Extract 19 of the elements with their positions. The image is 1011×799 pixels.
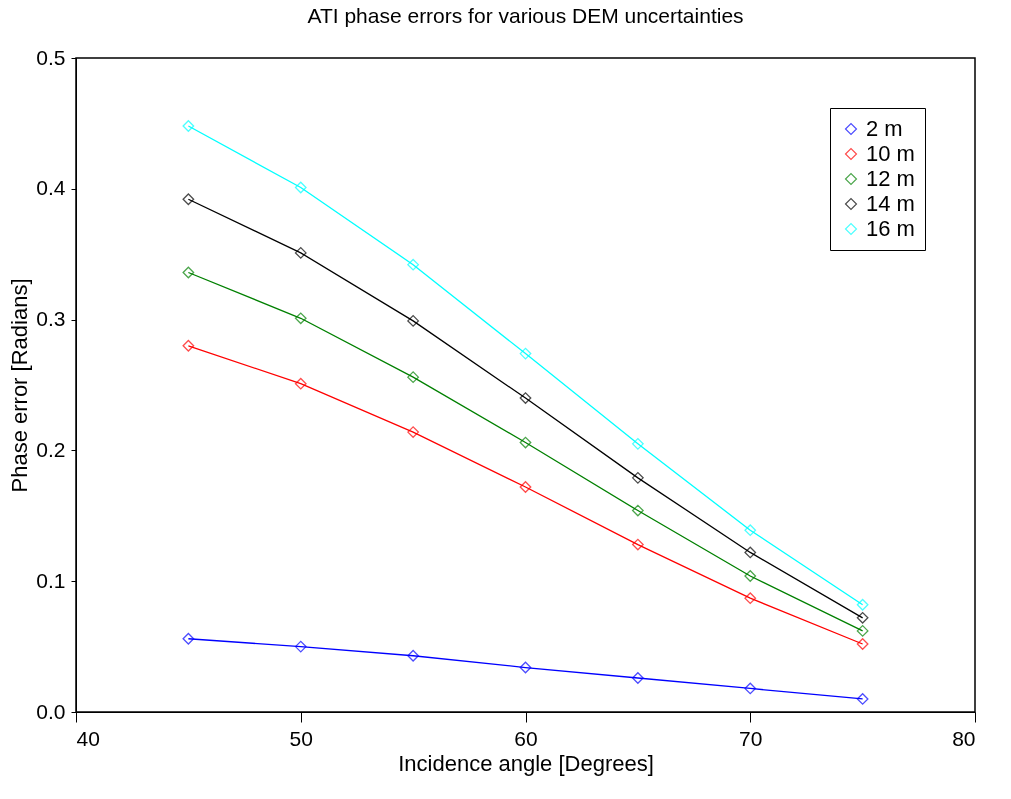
legend-label: 12 m [866, 166, 915, 191]
y-tick-label: 0.2 [36, 437, 66, 461]
x-tick-label: 80 [952, 726, 976, 750]
x-axis-title: Incidence angle [Degrees] [398, 750, 654, 776]
y-axis-title: Phase error [Radians] [7, 278, 33, 493]
x-tick-label: 60 [514, 726, 538, 750]
y-tick-label: 0.5 [36, 45, 66, 69]
x-tick-label: 40 [76, 726, 100, 750]
legend-label: 14 m [866, 191, 915, 216]
x-tick-label: 70 [739, 726, 763, 750]
chart-title: ATI phase errors for various DEM uncertainties [307, 4, 744, 27]
y-tick-label: 0.1 [36, 568, 66, 592]
legend-label: 2 m [866, 116, 903, 141]
legend-label: 16 m [866, 216, 915, 241]
y-tick-label: 0.3 [36, 307, 66, 331]
y-tick-label: 0.0 [36, 699, 66, 723]
y-tick-label: 0.4 [36, 176, 66, 200]
legend-label: 10 m [866, 141, 915, 166]
x-tick-label: 50 [289, 726, 313, 750]
